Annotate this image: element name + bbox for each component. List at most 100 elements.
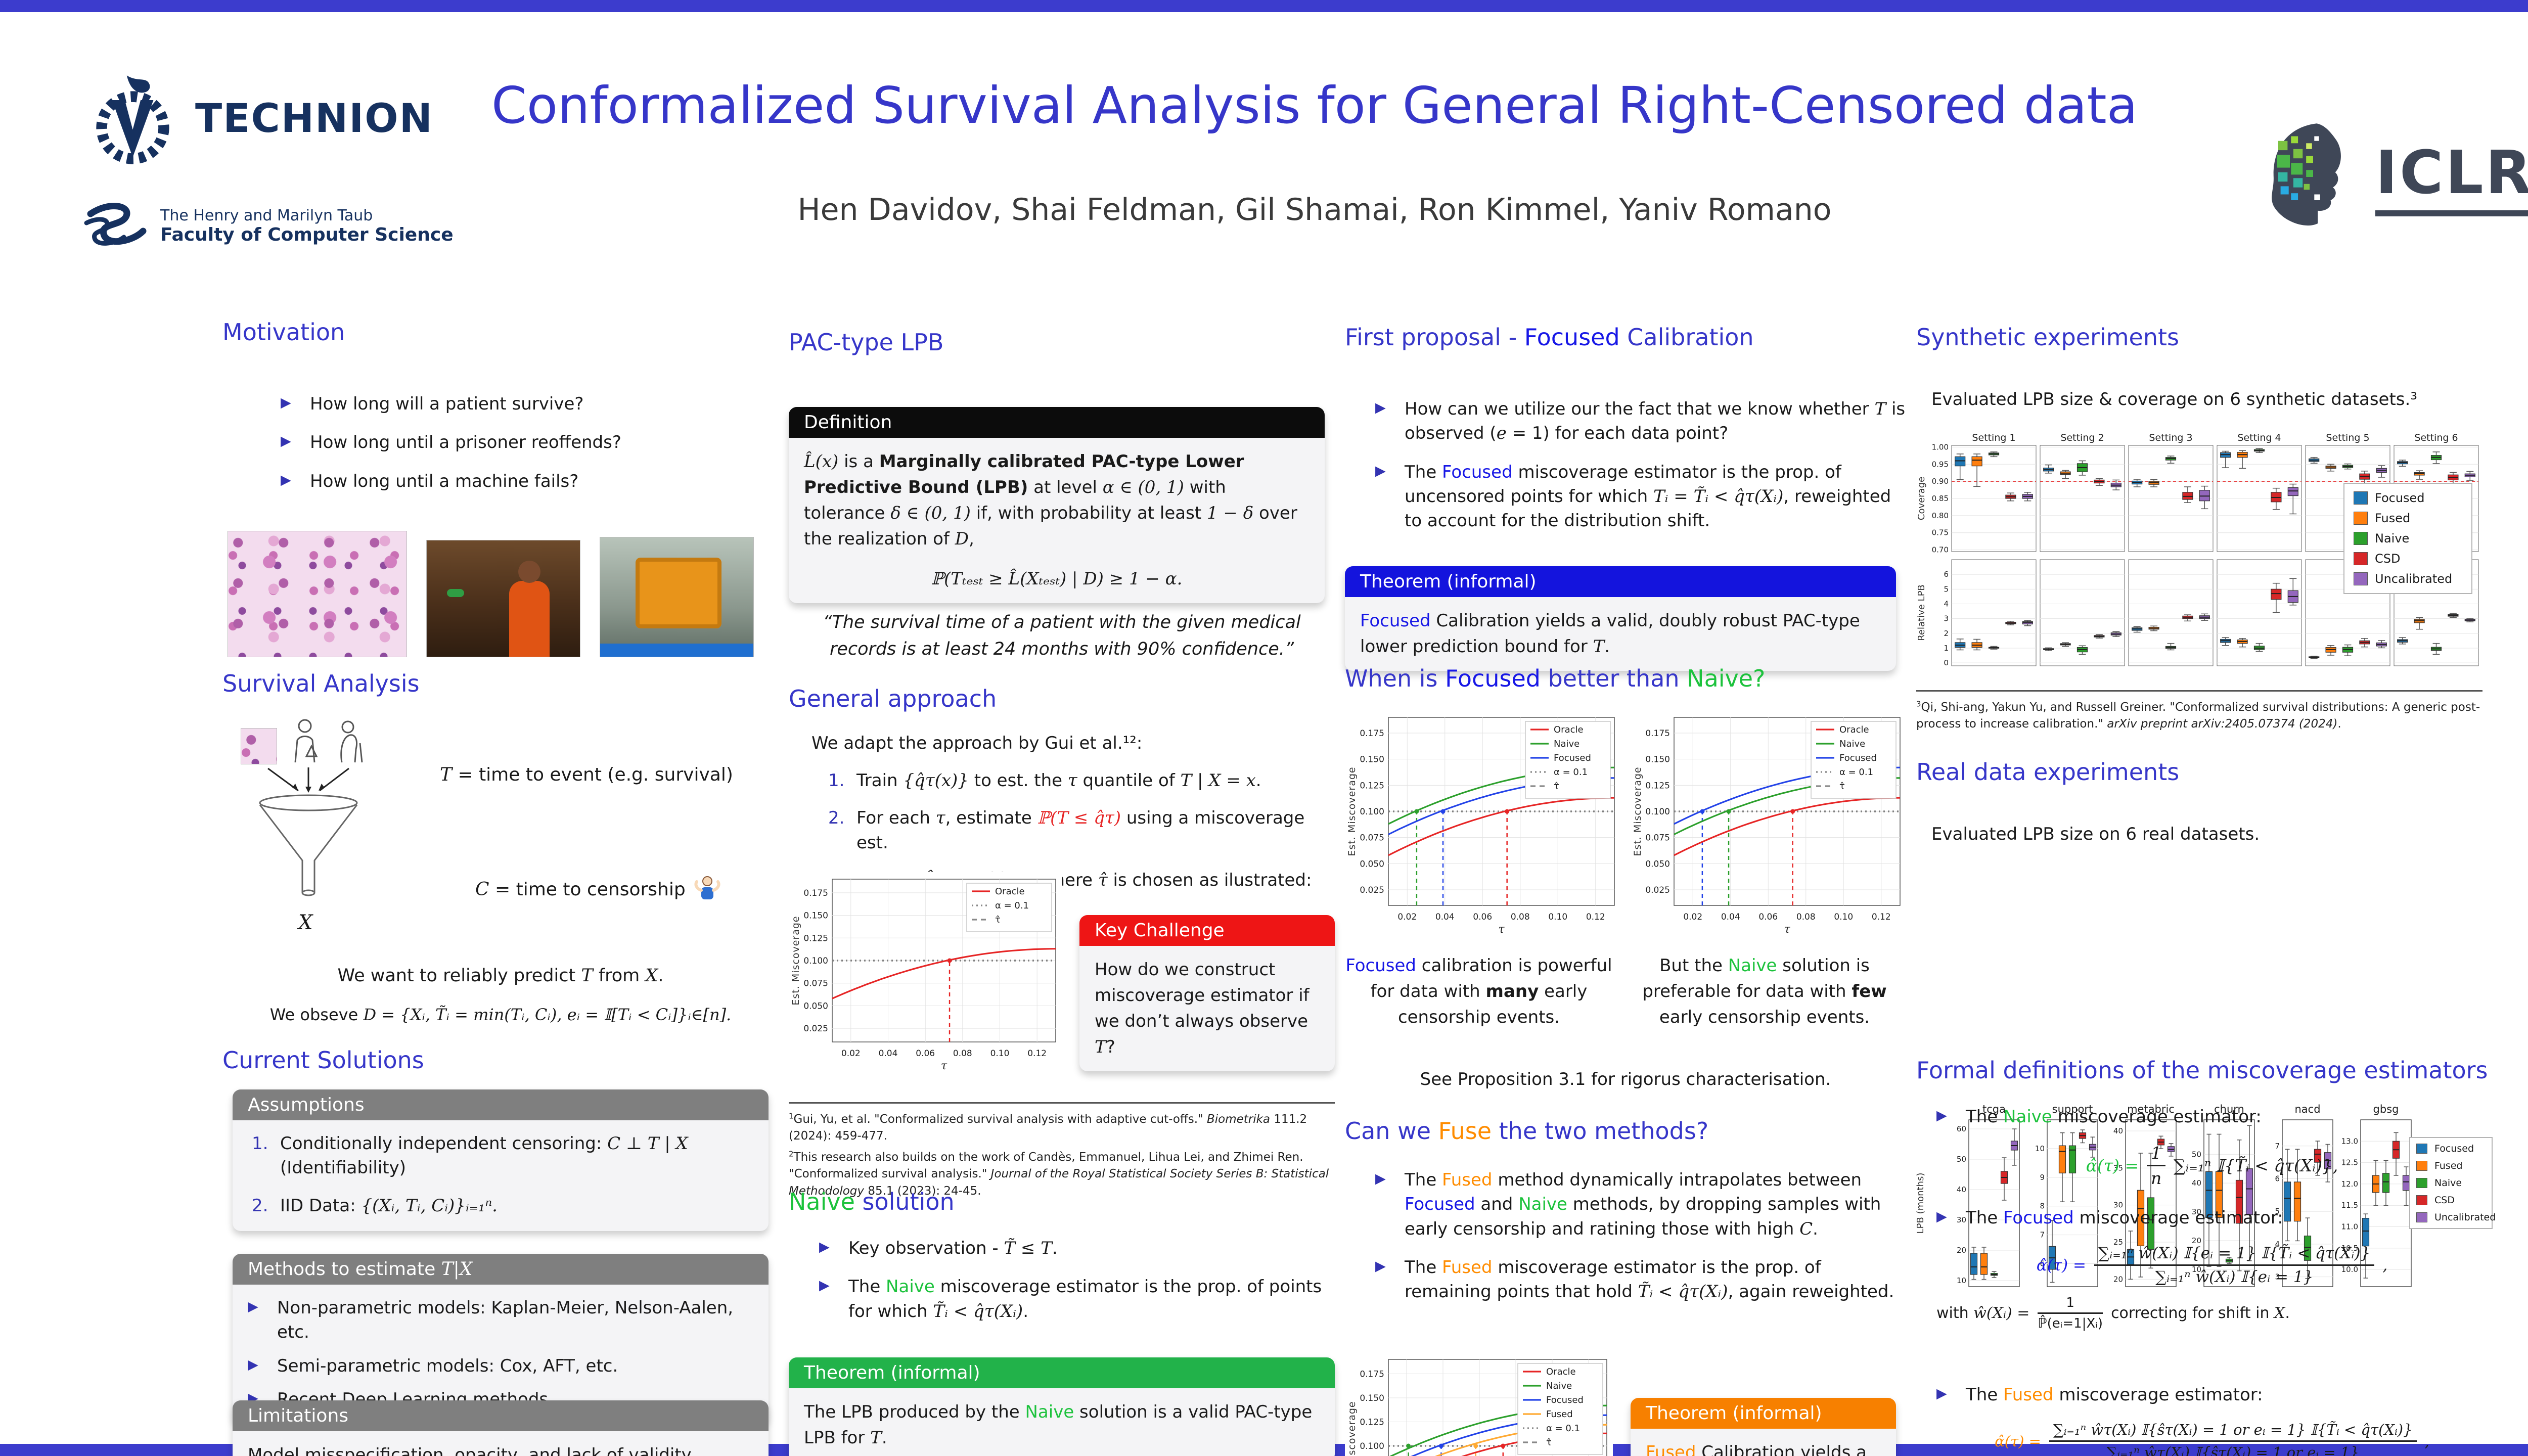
svg-text:0.025: 0.025 (1645, 885, 1670, 895)
technion-logo: TECHNION (83, 68, 433, 169)
method-semiparametric: Semi-parametric models: Cox, AFT, etc. (248, 1354, 753, 1378)
definition-block: Definition L̂(x) is a Marginally calibra… (789, 407, 1325, 603)
svg-text:0.075: 0.075 (1645, 833, 1670, 843)
svg-text:Est. Miscoverage: Est. Miscoverage (1346, 766, 1358, 856)
svg-text:τ: τ (1498, 923, 1505, 936)
legend-swatch (2416, 1178, 2427, 1188)
svg-text:0.150: 0.150 (1360, 755, 1384, 765)
svg-text:0.04: 0.04 (879, 1049, 898, 1059)
focused-estimator-bullet: The Focused miscoverage estimator is the… (1375, 460, 1906, 533)
legend-item-fused: Fused (2416, 1160, 2486, 1171)
svg-text:Relative LPB: Relative LPB (1916, 584, 1927, 641)
naive-bullets: Key observation - T̃ ≤ T. The Naive misc… (819, 1236, 1335, 1338)
lamp (447, 589, 464, 597)
svg-text:0.175: 0.175 (1360, 729, 1384, 739)
real-boxplots: LPB (months) tcga 10 20 30 40 50 60 support 6 7 8 9 1… (1915, 1102, 2495, 1296)
legend-item-csd: CSD (2416, 1195, 2486, 1206)
focused-theorem-title: Theorem (informal) (1345, 566, 1896, 597)
svg-text:Oracle: Oracle (1554, 724, 1584, 735)
svg-text:1.00: 1.00 (1932, 442, 1949, 451)
prisoner-head (518, 561, 540, 583)
svg-text:Naive: Naive (1546, 1381, 1572, 1391)
svg-text:0.125: 0.125 (1645, 781, 1670, 791)
svg-text:0.150: 0.150 (1360, 1393, 1384, 1403)
focused-theorem-block: Theorem (informal) Focused Calibration y… (1345, 566, 1896, 671)
svg-text:4: 4 (1944, 600, 1949, 609)
svg-text:5: 5 (1944, 584, 1949, 594)
svg-text:6: 6 (2275, 1174, 2280, 1183)
synthetic-figure: Coverage 0.70 0.75 0.80 0.85 0.90 0.95 1.00 Sett… (1916, 432, 2495, 672)
svg-text:7: 7 (2275, 1142, 2280, 1151)
poster-title: Conformalized Survival Analysis for Gene… (491, 76, 2138, 135)
definition-title: Definition (789, 407, 1325, 438)
faculty-s-icon (84, 203, 147, 246)
svg-text:0.08: 0.08 (1511, 912, 1530, 922)
svg-text:0.125: 0.125 (1360, 1418, 1384, 1428)
heading-first-proposal: First proposal - Focused Calibration (1345, 324, 1754, 351)
histology-mini-icon (241, 728, 277, 764)
key-challenge-block: Key Challenge How do we construct miscov… (1079, 915, 1335, 1071)
svg-text:0.10: 0.10 (990, 1049, 1010, 1059)
svg-text:0.12: 0.12 (1027, 1049, 1047, 1059)
formal-focused-formula: α̂(τ) = ∑ᵢ₌₁ⁿ ŵ(Xᵢ) 𝕀{eᵢ = 1} 𝕀{T̃ᵢ < q̂… (2036, 1244, 2388, 1287)
iclr-head-icon (2272, 123, 2341, 226)
svg-text:α = 0.1: α = 0.1 (1546, 1423, 1580, 1434)
key-challenge-body: How do we construct miscoverage estimato… (1095, 960, 1310, 1057)
column-experiments: Synthetic experiments Evaluated LPB size… (1915, 313, 2496, 1456)
factory-floor (600, 644, 753, 657)
method-nonparametric: Non-parametric models: Kaplan-Meier, Nel… (248, 1296, 753, 1345)
footnote-3: 3Qi, Shi-ang, Yakun Yu, and Russell Grei… (1916, 690, 2482, 737)
legend-item-naive: Naive (2354, 531, 2462, 545)
c-definition: C = time to censorship (475, 875, 722, 904)
approach-chart: 0.02 0.04 0.06 0.08 0.10 0.12 0.025 0.050 0.075 0… (789, 872, 1062, 1076)
svg-text:Setting 2: Setting 2 (2060, 432, 2104, 443)
t-definition: T = time to event (e.g. survival) (440, 764, 733, 785)
legend-swatch (2354, 512, 2368, 525)
legend-item-naive: Naive (2416, 1177, 2486, 1189)
footnote-2: 2This research also builds on the work o… (789, 1149, 1329, 1198)
svg-text:10.0: 10.0 (2341, 1265, 2358, 1274)
limitations-title: Limitations (233, 1400, 769, 1431)
svg-text:τ̂: τ̂ (995, 915, 1001, 925)
heading-pac-lpb: PAC-type LPB (789, 329, 944, 356)
svg-text:Setting 6: Setting 6 (2414, 432, 2458, 443)
fused-method-bullet: The Fused method dynamically intrapolate… (1375, 1168, 1906, 1241)
svg-text:9: 9 (2040, 1173, 2045, 1182)
svg-text:10: 10 (2192, 1265, 2201, 1274)
column-focused: First proposal - Focused Calibration How… (1345, 313, 1909, 1456)
bullet-patient: How long will a patient survive? (281, 392, 756, 416)
legend-swatch (2416, 1161, 2427, 1171)
heading-can-we-fuse: Can we Fuse the two methods? (1345, 1117, 1709, 1145)
iclr-wordmark: ICLR (2375, 138, 2528, 216)
svg-text:0.10: 0.10 (1548, 912, 1567, 922)
fused-chart: 0.020.040.060.080.100.120.0250.0500.0750… (1345, 1352, 1613, 1456)
svg-text:12.0: 12.0 (2341, 1179, 2358, 1189)
svg-text:τ̂: τ̂ (1554, 781, 1559, 792)
svg-text:0.075: 0.075 (1360, 833, 1384, 843)
svg-text:0.025: 0.025 (803, 1024, 828, 1034)
svg-text:Oracle: Oracle (1839, 724, 1869, 735)
heading-survival-analysis: Survival Analysis (222, 670, 420, 697)
heading-current-solutions: Current Solutions (222, 1046, 424, 1074)
faculty-logo: The Henry and Marilyn Taub Faculty of Co… (83, 200, 454, 252)
svg-text:10: 10 (1957, 1276, 1966, 1285)
svg-text:35: 35 (2113, 1163, 2123, 1172)
svg-text:Est. Miscoverage: Est. Miscoverage (1632, 766, 1643, 856)
svg-text:0.02: 0.02 (1397, 912, 1417, 922)
x-label: X (298, 911, 313, 934)
svg-text:0.175: 0.175 (1360, 1370, 1384, 1380)
svg-text:α = 0.1: α = 0.1 (1839, 767, 1873, 778)
faculty-line1: The Henry and Marilyn Taub (160, 207, 373, 224)
focused-utilize-bullet: How can we utilize our the fact that we … (1375, 397, 1906, 446)
data-source-icons (241, 718, 366, 764)
shrug-icon (694, 876, 720, 899)
svg-text:0.12: 0.12 (1872, 912, 1891, 922)
svg-text:6: 6 (1944, 570, 1949, 579)
svg-text:0.175: 0.175 (803, 888, 828, 898)
svg-text:0.025: 0.025 (1360, 885, 1384, 895)
svg-text:0.85: 0.85 (1932, 494, 1949, 503)
svg-text:Est. Miscoverage: Est. Miscoverage (1346, 1401, 1358, 1456)
svg-text:0.06: 0.06 (1473, 912, 1492, 922)
svg-text:10: 10 (2035, 1144, 2045, 1153)
